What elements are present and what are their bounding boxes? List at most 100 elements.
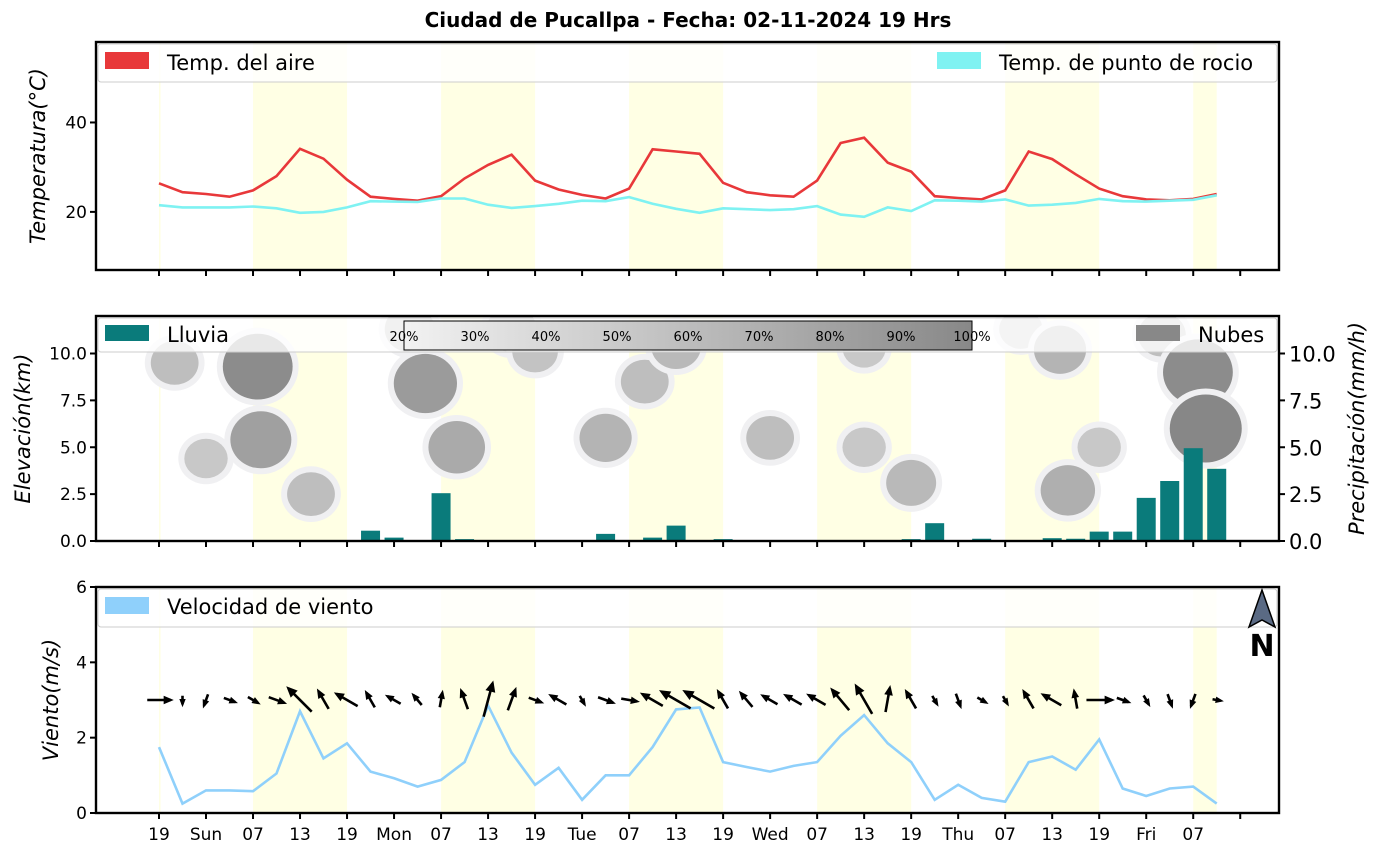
colorbar-label: 80% (816, 330, 845, 345)
wind-arrow-head (806, 693, 817, 702)
wind-arrow (247, 695, 261, 705)
wind-arrow-head (830, 687, 841, 699)
y-tick-label: 6 (76, 578, 87, 598)
y-tick-label: 2.5 (60, 485, 87, 505)
wind-arrow (459, 688, 470, 710)
x-tick-label: Sun (190, 825, 222, 845)
y-tick-label: 7.5 (60, 391, 87, 411)
wind-arrow (548, 694, 568, 706)
wind-arrow (830, 687, 851, 711)
rain-bar (925, 523, 945, 541)
y-tick-label: 2 (76, 729, 87, 749)
legend-swatch (105, 597, 149, 614)
rain-bar (1089, 531, 1109, 541)
wind-arrow (1040, 693, 1062, 707)
north-arrow-shape (1247, 587, 1277, 629)
wind-arrow-head (1001, 697, 1009, 707)
wind-arrow (1001, 695, 1009, 707)
rain-bar (643, 537, 663, 541)
legend-label: Temp. del aire (166, 51, 315, 75)
day-band-0 (1193, 42, 1217, 270)
wind-arrow-head (534, 696, 545, 704)
wind-arrow (806, 693, 827, 707)
wind-arrow-head (931, 697, 939, 707)
wind-arrow (783, 693, 803, 706)
cloud-cell (428, 420, 486, 474)
wind-arrow-head (286, 686, 298, 698)
wind-arrow-head (316, 688, 326, 699)
legend-box (97, 588, 1278, 628)
legend-label: Temp. de punto de rocio (998, 51, 1253, 75)
day-band-0 (159, 42, 161, 270)
wind-arrow (884, 684, 893, 713)
wind-arrow (364, 690, 376, 709)
wind-arrow-head (1040, 693, 1052, 702)
rain-bar (1183, 448, 1203, 541)
wind-arrow-head (979, 696, 989, 704)
x-tick-label: 07 (994, 825, 1016, 845)
wind-arrow (268, 695, 288, 705)
day-band-2 (1193, 587, 1217, 813)
cloud-cell (1169, 394, 1242, 463)
x-tick-label: 19 (336, 825, 358, 845)
wind-arrow-head (606, 697, 616, 705)
x-tick-label: 13 (665, 825, 687, 845)
wind-arrow-head (228, 696, 238, 704)
wind-arrow-head (659, 690, 672, 701)
air-temperature-line (158, 136, 1217, 203)
colorbar-label: 30% (461, 330, 490, 345)
legend-label: Lluvia (167, 323, 229, 347)
wind-arrow-head (1071, 688, 1080, 699)
x-tick-label: Mon (376, 825, 412, 845)
wind-arrow (578, 695, 586, 707)
legend-swatch (105, 325, 149, 341)
wind-arrow-head (783, 693, 794, 703)
colorbar-label: 60% (674, 330, 703, 345)
wind-arrow (223, 696, 238, 704)
wind-arrow-head (163, 695, 174, 705)
x-tick-label: 13 (477, 825, 499, 845)
x-tick-label: 19 (524, 825, 546, 845)
rain-bar (1160, 481, 1180, 541)
x-tick-label: 07 (618, 825, 640, 845)
wind-arrow-head (1189, 699, 1197, 709)
dew-point-line (158, 194, 1217, 219)
y2-tick-label: 2.5 (1289, 483, 1322, 507)
wind-arrow-head (202, 699, 210, 709)
wind-arrow (976, 696, 989, 704)
y-axis-label: Viento(m/s) (39, 639, 63, 761)
legend-swatch (937, 52, 981, 69)
x-tick-label: 13 (289, 825, 311, 845)
wind-arrow-head (364, 690, 373, 701)
cloud-colorbar (403, 320, 973, 351)
rain-bar (596, 533, 616, 541)
wind-arrow (1086, 695, 1115, 705)
wind-arrow (528, 696, 545, 704)
wind-arrow (1166, 693, 1174, 709)
wind-arrow-head (277, 697, 288, 705)
wind-arrow (716, 688, 730, 710)
wind-arrow-head (682, 690, 695, 701)
cloud-cell (620, 359, 669, 404)
cloud-cell (1077, 427, 1121, 467)
cloud-cell (287, 472, 335, 517)
colorbar-label: 40% (532, 330, 561, 345)
wind-arrow-head (251, 697, 261, 705)
wind-arrow-head (578, 697, 586, 707)
rain-bar (666, 525, 686, 541)
wind-arrow-head (955, 699, 962, 710)
wind-arrow (333, 692, 359, 708)
wind-arrow-head (333, 692, 345, 702)
wind-arrow (411, 692, 423, 706)
wind-arrow (384, 694, 402, 705)
wind-arrow (659, 690, 692, 710)
y-tick-label: 4 (76, 653, 87, 673)
wind-arrow (760, 694, 779, 706)
cloud-cell (579, 413, 632, 462)
y2-tick-label: 0.0 (1289, 530, 1322, 554)
colorbar-label: 90% (887, 330, 916, 345)
wind-arrow (954, 693, 962, 710)
x-tick-label: Tue (567, 825, 597, 845)
